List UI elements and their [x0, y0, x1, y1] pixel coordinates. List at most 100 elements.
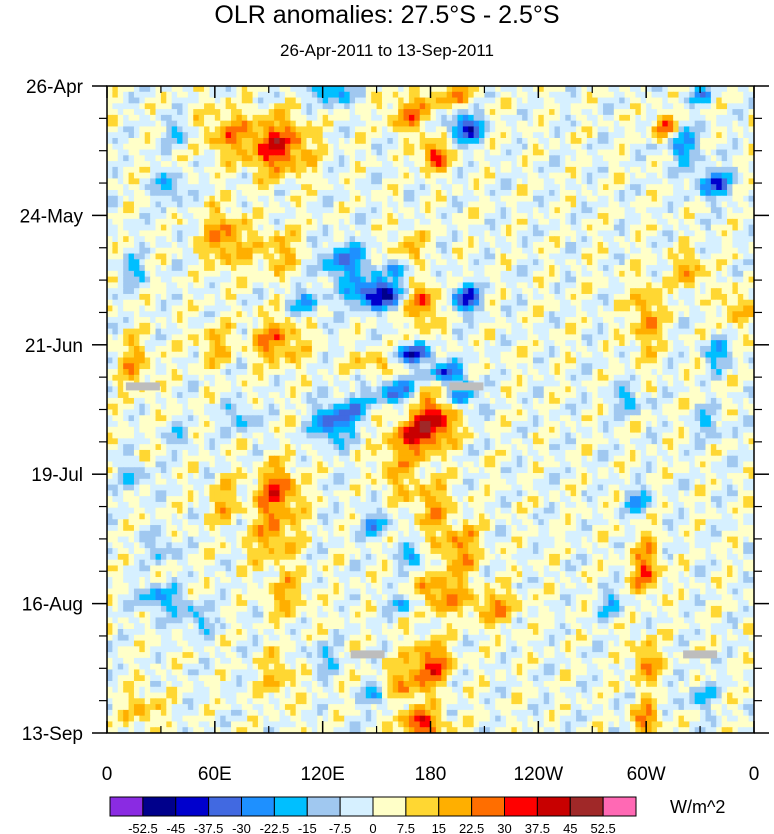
heatmap-cell	[204, 120, 211, 128]
heatmap-cell	[225, 184, 232, 191]
heatmap-cell	[710, 259, 717, 266]
heatmap-cell	[694, 259, 701, 266]
heatmap-cell	[139, 253, 146, 260]
heatmap-cell	[473, 311, 480, 318]
heatmap-cell	[538, 299, 545, 307]
heatmap-cell	[705, 172, 712, 180]
heatmap-cell	[360, 143, 367, 151]
heatmap-cell	[511, 218, 518, 226]
heatmap-cell	[274, 270, 281, 278]
heatmap-cell	[613, 213, 620, 220]
heatmap-cell	[392, 293, 399, 301]
heatmap-cell	[608, 97, 615, 104]
heatmap-cell	[387, 155, 394, 162]
heatmap-cell	[441, 317, 448, 324]
heatmap-cell	[128, 195, 135, 203]
heatmap-cell	[193, 91, 200, 99]
heatmap-cell	[554, 305, 561, 312]
heatmap-cell	[683, 293, 690, 301]
heatmap-cell	[538, 132, 545, 139]
heatmap-cell	[123, 288, 130, 295]
heatmap-cell	[613, 155, 620, 162]
heatmap-cell	[678, 120, 685, 128]
heatmap-cell	[231, 86, 237, 93]
heatmap-cell	[651, 207, 658, 214]
heatmap-cell	[117, 207, 124, 214]
heatmap-cell	[468, 224, 475, 232]
heatmap-cell	[441, 178, 448, 185]
heatmap-cell	[220, 322, 227, 330]
heatmap-cell	[403, 213, 410, 220]
heatmap-cell	[263, 236, 270, 243]
heatmap-cell	[209, 178, 216, 185]
heatmap-cell	[355, 161, 362, 168]
heatmap-cell	[489, 207, 496, 214]
heatmap-cell	[619, 161, 626, 168]
heatmap-cell	[182, 201, 189, 208]
heatmap-cell	[586, 201, 593, 208]
heatmap-cell	[727, 265, 734, 272]
heatmap-cell	[689, 91, 696, 99]
heatmap-cell	[344, 288, 351, 295]
heatmap-cell	[737, 317, 744, 324]
heatmap-cell	[317, 149, 324, 156]
heatmap-cell	[381, 230, 388, 237]
heatmap-cell	[473, 126, 480, 133]
heatmap-cell	[392, 166, 399, 174]
heatmap-cell	[716, 172, 723, 180]
heatmap-cell	[727, 305, 734, 312]
heatmap-cell	[376, 218, 383, 226]
heatmap-cell	[252, 270, 259, 278]
heatmap-cell	[263, 120, 270, 128]
heatmap-cell	[721, 137, 728, 145]
heatmap-cell	[376, 91, 383, 99]
heatmap-cell	[166, 114, 173, 122]
heatmap-cell	[284, 184, 291, 191]
heatmap-cell	[678, 137, 685, 145]
heatmap-cell	[689, 236, 696, 243]
heatmap-cell	[446, 322, 453, 330]
heatmap-cell	[667, 161, 674, 168]
heatmap-cell	[381, 91, 388, 99]
heatmap-cell	[328, 282, 335, 289]
heatmap-cell	[710, 236, 717, 243]
heatmap-cell	[355, 270, 362, 278]
heatmap-cell	[581, 236, 588, 243]
heatmap-cell	[640, 259, 647, 266]
heatmap-cell	[538, 253, 545, 260]
heatmap-cell	[187, 143, 194, 151]
heatmap-cell	[166, 253, 173, 260]
heatmap-cell	[527, 224, 534, 232]
heatmap-cell	[241, 178, 248, 185]
heatmap-cell	[468, 184, 475, 191]
heatmap-cell	[274, 265, 281, 272]
heatmap-cell	[112, 253, 119, 260]
heatmap-cell	[441, 137, 448, 145]
heatmap-cell	[646, 201, 653, 208]
heatmap-cell	[435, 276, 442, 284]
heatmap-cell	[683, 317, 690, 324]
heatmap-cell	[295, 236, 302, 243]
heatmap-cell	[473, 97, 480, 104]
heatmap-cell	[387, 137, 394, 145]
heatmap-cell	[505, 91, 512, 99]
heatmap-cell	[182, 155, 189, 162]
heatmap-cell	[538, 247, 545, 255]
heatmap-cell	[592, 299, 599, 307]
heatmap-cell	[603, 270, 610, 278]
heatmap-cell	[117, 155, 124, 162]
heatmap-cell	[139, 184, 146, 191]
heatmap-cell	[311, 166, 318, 174]
heatmap-cell	[225, 195, 232, 203]
heatmap-cell	[355, 247, 362, 255]
heatmap-cell	[710, 120, 717, 128]
heatmap-cell	[441, 195, 448, 203]
heatmap-cell	[150, 86, 157, 93]
heatmap-cell	[371, 161, 378, 168]
heatmap-cell	[317, 247, 324, 255]
heatmap-cell	[705, 213, 712, 220]
heatmap-cell	[705, 184, 712, 191]
heatmap-cell	[171, 109, 178, 116]
heatmap-cell	[187, 149, 194, 156]
heatmap-cell	[549, 120, 556, 128]
